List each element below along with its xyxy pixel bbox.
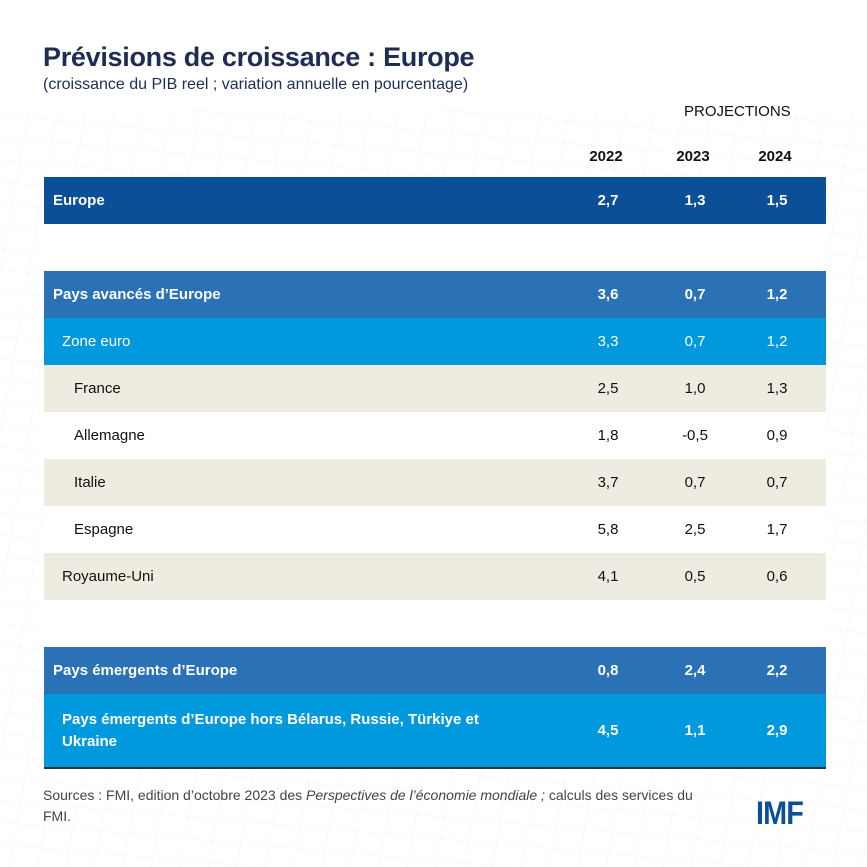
row-label: Pays émergents d’Europe hors Bélarus, Ru… <box>62 710 479 750</box>
source-text-end: calculs des services du FMI. <box>43 787 693 824</box>
spacer-row <box>44 224 826 271</box>
column-header-2022: 2022 <box>589 148 623 165</box>
cell-2023: 1,1 <box>684 722 706 739</box>
table-row: Zone euro 3,3 0,7 1,2 <box>44 318 826 365</box>
imf-logo: IMF <box>756 795 804 831</box>
row-label: Zone euro <box>62 333 131 350</box>
cell-2023: 0,7 <box>684 474 706 491</box>
table-row: Pays émergents d’Europe hors Bélarus, Ru… <box>44 694 826 769</box>
cell-2022: 3,3 <box>597 333 619 350</box>
table-row: Espagne 5,8 2,5 1,7 <box>44 506 826 553</box>
table-row: Pays émergents d’Europe 0,8 2,4 2,2 <box>44 647 826 694</box>
column-header-2023: 2023 <box>676 148 710 165</box>
cell-2022: 3,7 <box>597 474 619 491</box>
row-label: Royaume-Uni <box>62 568 154 585</box>
row-label: Pays émergents d’Europe <box>53 662 238 679</box>
spacer-row <box>44 600 826 647</box>
table-row: Italie 3,7 0,7 0,7 <box>44 459 826 506</box>
projections-label: PROJECTIONS <box>684 103 791 120</box>
page-title: Prévisions de croissance : Europe <box>43 42 475 72</box>
cell-2024: 2,2 <box>766 662 788 679</box>
cell-2023: -0,5 <box>682 427 708 444</box>
cell-2024: 1,5 <box>766 192 788 209</box>
cell-2023: 0,5 <box>684 568 706 585</box>
cell-2024: 1,3 <box>766 380 788 397</box>
table-row: France 2,5 1,0 1,3 <box>44 365 826 412</box>
cell-2022: 5,8 <box>597 521 619 538</box>
cell-2024: 2,9 <box>766 722 788 739</box>
row-label: Pays avancés d’Europe <box>53 286 221 303</box>
cell-2023: 2,5 <box>684 521 706 538</box>
row-label: Italie <box>74 474 106 491</box>
row-label: Europe <box>53 192 105 209</box>
cell-2022: 4,5 <box>597 722 619 739</box>
cell-2023: 1,3 <box>684 192 706 209</box>
cell-2022: 0,8 <box>597 662 619 679</box>
row-label: Allemagne <box>74 427 145 444</box>
row-label: Espagne <box>74 521 134 538</box>
cell-2023: 0,7 <box>684 286 706 303</box>
cell-2023: 1,0 <box>684 380 706 397</box>
source-text: Sources : FMI, edition d’octobre 2023 de… <box>43 787 307 803</box>
cell-2022: 3,6 <box>597 286 619 303</box>
table-row: Europe 2,7 1,3 1,5 <box>44 177 826 224</box>
cell-2023: 2,4 <box>684 662 706 679</box>
cell-2022: 1,8 <box>597 427 619 444</box>
table-row: Allemagne 1,8 -0,5 0,9 <box>44 412 826 459</box>
row-label: France <box>74 380 121 397</box>
cell-2024: 0,7 <box>766 474 788 491</box>
source-publication: Perspectives de l’économie mondiale ; <box>306 787 545 803</box>
cell-2022: 2,7 <box>597 192 619 209</box>
cell-2024: 1,7 <box>766 521 788 538</box>
column-header-2024: 2024 <box>758 148 792 165</box>
cell-2022: 4,1 <box>597 568 619 585</box>
cell-2024: 0,9 <box>766 427 788 444</box>
cell-2024: 0,6 <box>766 568 788 585</box>
source-note: Sources : FMI, edition d’octobre 2023 de… <box>43 785 703 827</box>
cell-2023: 0,7 <box>684 333 706 350</box>
cell-2022: 2,5 <box>597 380 619 397</box>
table-row: Pays avancés d’Europe 3,6 0,7 1,2 <box>44 271 826 318</box>
table-row: Royaume-Uni 4,1 0,5 0,6 <box>44 553 826 600</box>
growth-table: Europe 2,7 1,3 1,5 Pays avancés d’Europe 3,6 0… <box>44 177 826 769</box>
cell-2024: 1,2 <box>766 286 788 303</box>
page-subtitle: (croissance du PIB reel ; variation annu… <box>43 76 469 93</box>
cell-2024: 1,2 <box>766 333 788 350</box>
